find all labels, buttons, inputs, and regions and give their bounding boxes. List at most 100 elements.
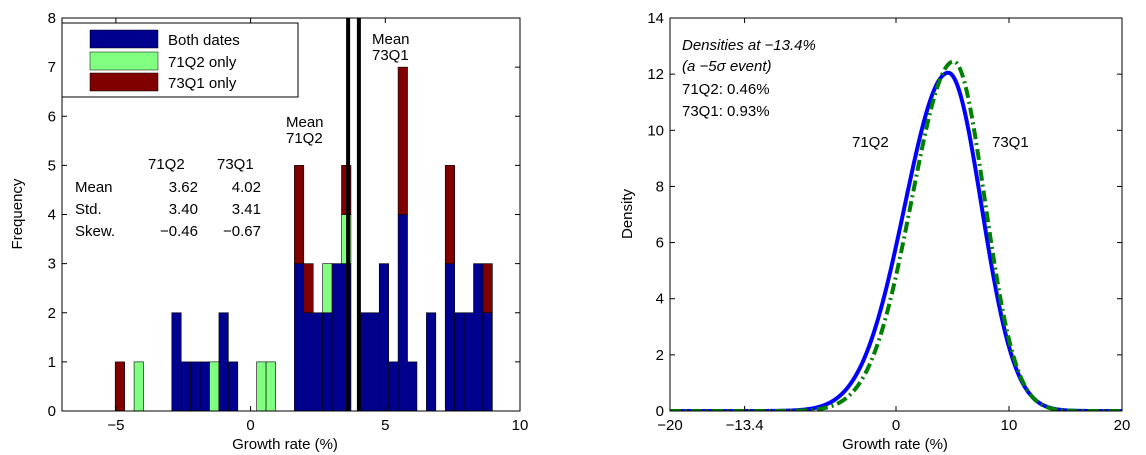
legend-label-71q2-only: 71Q2 only — [168, 54, 237, 71]
y-tick-label: 3 — [48, 256, 56, 273]
bar-73q1-only — [294, 165, 305, 264]
y-tick-label: 4 — [48, 207, 56, 224]
density-annotation-71q2: 71Q2: 0.46% — [682, 81, 770, 98]
bar-71q2-only — [265, 361, 276, 412]
histogram-y-axis-label: Frequency — [9, 178, 26, 249]
stats-row-label: Mean — [75, 179, 113, 196]
bar-both-dates — [454, 312, 465, 412]
stats-row-label: Std. — [75, 201, 102, 218]
bar-both-dates — [426, 312, 437, 412]
stats-value: 4.02 — [232, 179, 261, 196]
histogram-x-ticks: −5 0 5 10 — [107, 18, 528, 434]
bar-71q2-only — [322, 263, 333, 314]
histogram-legend: Both dates 71Q2 only 73Q1 only — [61, 22, 299, 98]
y-tick-label: 8 — [656, 178, 664, 195]
stats-header-71q2: 71Q2 — [148, 156, 185, 173]
x-tick-label: 20 — [1114, 417, 1131, 434]
mean-71q2-label: Mean 71Q2 — [286, 114, 324, 147]
legend-label-73q1-only: 73Q1 only — [168, 75, 237, 92]
x-tick-label: −20 — [657, 417, 682, 434]
bar-both-dates — [322, 312, 333, 412]
series-label-71q2: 71Q2 — [852, 134, 889, 151]
bar-73q1-only — [303, 263, 314, 314]
bar-both-dates — [407, 361, 418, 412]
density-frame — [669, 17, 1123, 412]
density-chart: −20 −13.4 0 10 20 0 2 4 6 8 10 12 14 Growth rate (%… — [619, 10, 1130, 453]
histogram-y-ticks: 0 1 2 3 4 5 6 7 8 — [48, 10, 520, 420]
bar-73q1-only — [444, 165, 455, 264]
x-tick-label: 10 — [1001, 417, 1018, 434]
bar-both-dates — [463, 312, 474, 412]
x-tick-label: −5 — [107, 417, 124, 434]
x-tick-label: 10 — [512, 417, 529, 434]
bar-both-dates — [482, 312, 493, 412]
bar-both-dates — [388, 361, 399, 412]
y-tick-label: 0 — [48, 403, 56, 420]
x-tick-label: 0 — [246, 417, 254, 434]
bar-both-dates — [218, 312, 229, 412]
density-y-axis-label: Density — [619, 188, 636, 239]
stats-value: 3.62 — [169, 179, 198, 196]
mean-lines — [346, 18, 361, 411]
y-tick-label: 12 — [647, 66, 664, 83]
bar-73q1-only — [482, 263, 493, 314]
y-tick-label: 5 — [48, 157, 56, 174]
y-tick-label: 7 — [48, 59, 56, 76]
bar-71q2-only — [256, 361, 267, 412]
y-tick-label: 10 — [647, 122, 664, 139]
bar-73q1-only — [114, 361, 125, 412]
y-tick-label: 2 — [48, 305, 56, 322]
y-tick-label: 6 — [656, 235, 664, 252]
bar-both-dates — [190, 361, 201, 412]
density-annotation-subtitle: (a −5σ event) — [682, 58, 772, 75]
x-tick-label: 5 — [381, 417, 389, 434]
stats-header-73q1: 73Q1 — [217, 156, 254, 173]
density-y-ticks: 0 2 4 6 8 10 12 14 — [647, 10, 1122, 420]
density-curve-71q2 — [670, 70, 1122, 411]
bar-71q2-only — [133, 361, 144, 412]
x-tick-label: 0 — [892, 417, 900, 434]
bar-both-dates — [199, 361, 210, 412]
histogram-x-axis-label: Growth rate (%) — [232, 436, 338, 453]
stats-value: −0.67 — [223, 223, 261, 240]
bar-both-dates — [378, 263, 389, 412]
y-tick-label: 0 — [656, 403, 664, 420]
stats-value: −0.46 — [160, 223, 198, 240]
stats-table: 71Q2 73Q1 Mean 3.62 4.02 Std. 3.40 3.41 … — [75, 156, 261, 240]
bar-both-dates — [369, 312, 380, 412]
bar-both-dates — [331, 263, 342, 412]
bar-both-dates — [473, 263, 484, 412]
stats-value: 3.40 — [169, 201, 198, 218]
y-tick-label: 4 — [656, 291, 664, 308]
legend-label-both-dates: Both dates — [168, 32, 240, 49]
bar-both-dates — [360, 312, 371, 412]
bar-73q1-only — [397, 66, 408, 215]
bar-both-dates — [303, 312, 314, 412]
histogram-chart: −5 0 5 10 0 1 2 3 4 5 6 7 8 Growth rate (%) Frequen… — [9, 10, 528, 453]
legend-swatch-73q1-only — [89, 72, 159, 92]
bar-both-dates — [171, 312, 182, 412]
y-tick-label: 1 — [48, 354, 56, 371]
density-curve-73q1 — [670, 59, 1122, 411]
density-annotation-title: Densities at −13.4% — [682, 37, 816, 54]
density-x-ticks: −20 −13.4 0 10 20 — [657, 18, 1130, 434]
y-tick-label: 2 — [656, 347, 664, 364]
y-tick-label: 8 — [48, 10, 56, 27]
mean-73q1-label: Mean 73Q1 — [372, 31, 410, 64]
bar-both-dates — [312, 312, 323, 412]
legend-swatch-both-dates — [89, 29, 159, 49]
stats-row-label: Skew. — [75, 223, 115, 240]
bar-71q2-only — [209, 361, 220, 412]
density-x-axis-label: Growth rate (%) — [842, 436, 948, 453]
density-annotation-73q1: 73Q1: 0.93% — [682, 103, 770, 120]
x-tick-label: −13.4 — [726, 417, 764, 434]
y-tick-label: 14 — [647, 10, 664, 27]
stats-value: 3.41 — [232, 201, 261, 218]
y-tick-label: 6 — [48, 108, 56, 125]
bar-both-dates — [228, 361, 239, 412]
bar-both-dates — [294, 263, 305, 412]
bar-both-dates — [180, 361, 191, 412]
series-label-73q1: 73Q1 — [992, 134, 1029, 151]
bar-both-dates — [397, 214, 408, 412]
